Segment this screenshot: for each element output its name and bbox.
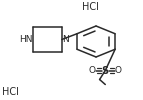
Text: S: S (102, 66, 109, 76)
Text: HN: HN (19, 35, 32, 44)
Text: N: N (62, 35, 69, 44)
Text: HCl: HCl (2, 87, 19, 97)
Text: O: O (89, 66, 96, 75)
Text: HCl: HCl (82, 2, 99, 12)
Text: O: O (115, 66, 122, 75)
